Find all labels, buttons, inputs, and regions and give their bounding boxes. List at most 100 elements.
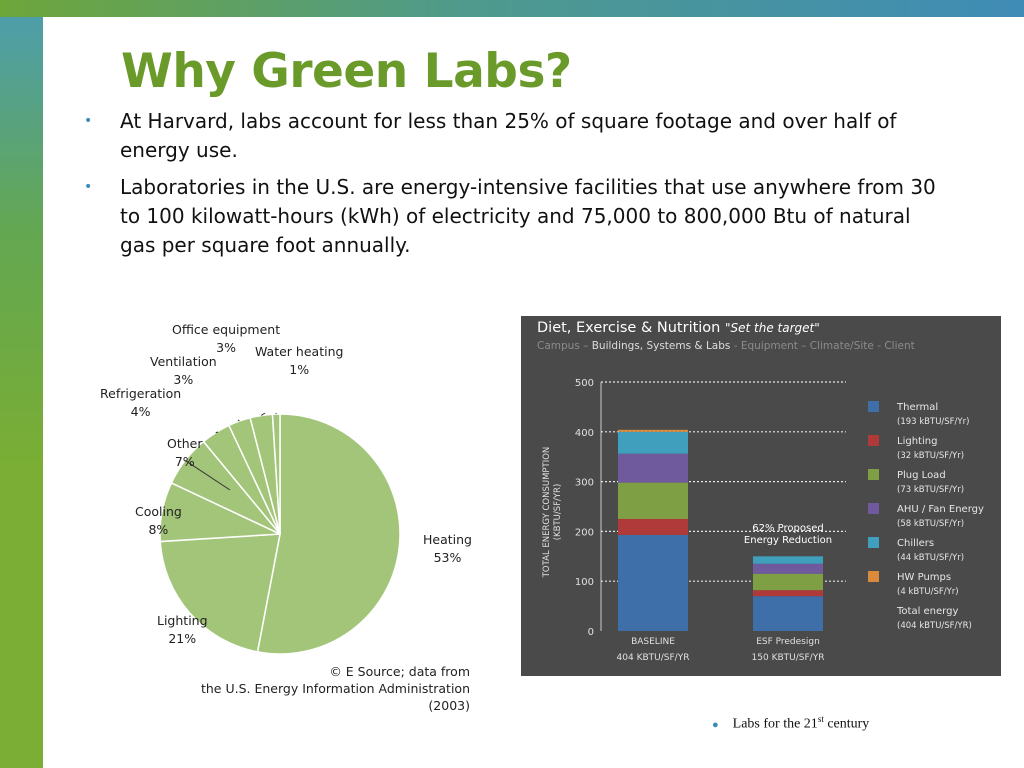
bar-sub-highlight: Buildings, Systems & Labs xyxy=(591,340,731,352)
pie-leader-line xyxy=(184,460,231,491)
footer-tail: century xyxy=(823,716,870,732)
pie-leader-line xyxy=(260,412,266,416)
legend-label: Thermal xyxy=(896,402,938,413)
pie-label-value: 3% xyxy=(173,372,194,387)
bar-segment-lighting xyxy=(753,590,823,597)
bar-segment-ahu-fan-energy xyxy=(753,563,823,574)
pie-credit-line: © E Source; data from xyxy=(329,664,470,679)
pie-label-name: Cooling xyxy=(135,504,182,519)
pie-label-name: Refrigeration xyxy=(100,386,182,401)
pie-label: Heating 53% xyxy=(423,531,472,567)
bar-segment-thermal xyxy=(753,596,823,631)
pie-label-name: Ventilation xyxy=(150,354,217,369)
bar-sub-post: - Equipment – Climate/Site - Client xyxy=(730,340,915,352)
legend-label: HW Pumps xyxy=(897,572,951,583)
bar-segment-plug-load xyxy=(618,482,688,519)
bar-chart-subtitle: Campus – Buildings, Systems & Labs - Equ… xyxy=(537,340,915,352)
legend-swatch xyxy=(868,435,879,446)
pie-slice-lighting xyxy=(159,533,281,653)
pie-label-value: 1% xyxy=(289,362,310,377)
legend-sublabel: (44 kBTU/SF/Yr) xyxy=(897,553,964,563)
bar-chart-quote: "Set the target" xyxy=(724,321,820,335)
bar-segment-chillers xyxy=(753,556,823,564)
bar-chart-panel: 0 100 200 300 400 500 TOTAL ENERGY CONSUMPTION… xyxy=(521,316,1001,676)
bar-segment-chillers xyxy=(618,431,688,454)
legend-swatch xyxy=(868,537,879,548)
bar-sub-pre: Campus – xyxy=(537,340,592,352)
bar-segment-hw-pumps xyxy=(618,429,688,432)
pie-chart-svg xyxy=(159,412,401,655)
x-category-label: ESF Predesign xyxy=(756,637,820,647)
slide-title: Why Green Labs? xyxy=(121,44,572,99)
legend-sublabel: (4 kBTU/SF/Yr) xyxy=(897,587,959,597)
legend-total-label: Total energy xyxy=(896,606,958,617)
legend-total-sublabel: (404 kBTU/SF/YR) xyxy=(897,621,972,631)
pie-label: Ventilation 3% xyxy=(150,353,217,389)
bullet-icon: • xyxy=(84,179,93,195)
pie-credit: © E Source; data from the U.S. Energy In… xyxy=(193,663,470,714)
chart-annotation: Energy Reduction xyxy=(744,535,832,546)
legend-sublabel: (32 kBTU/SF/Yr) xyxy=(897,451,964,461)
y-axis-label: TOTAL ENERGY CONSUMPTION(KBTU/SF/YR) xyxy=(542,447,563,579)
bullet-item: • At Harvard, labs account for less than … xyxy=(84,107,944,165)
bar-segment-lighting xyxy=(618,518,688,535)
pie-label-name: Lighting xyxy=(157,613,208,628)
footer-text: Labs for the 21 xyxy=(732,716,818,732)
footer-bullet: ● Labs for the 21st century xyxy=(712,714,869,733)
pie-credit-line: the U.S. Energy Information Administrati… xyxy=(200,681,470,713)
pie-label-value: 3% xyxy=(216,340,236,355)
legend-label: Chillers xyxy=(897,538,934,549)
bullet-icon: ● xyxy=(712,718,719,731)
pie-chart: Heating 53% Lighting 21% Cooling 8% Other 7% Ref… xyxy=(90,315,472,713)
y-tick-label: 100 xyxy=(575,577,594,588)
y-tick-label: 0 xyxy=(588,627,594,638)
bullet-item: • Laboratories in the U.S. are energy-int… xyxy=(84,173,944,260)
legend-label: Lighting xyxy=(897,436,937,447)
legend-swatch xyxy=(868,571,879,582)
bar-chart-svg: 0 100 200 300 400 500 TOTAL ENERGY CONSUMPTION… xyxy=(542,378,984,663)
bar-chart-title: Diet, Exercise & Nutrition "Set the targ… xyxy=(537,320,820,336)
pie-label-value: 4% xyxy=(130,404,151,419)
bar-segment-plug-load xyxy=(753,573,823,591)
pie-label-name: Heating xyxy=(423,532,472,547)
pie-label: Water heating 1% xyxy=(255,343,343,379)
pie-label: Other 7% xyxy=(167,435,203,471)
y-tick-label: 300 xyxy=(575,478,594,489)
legend-sublabel: (58 kBTU/SF/Yr) xyxy=(897,519,964,529)
footer-sup: st xyxy=(817,714,824,724)
legend-swatch xyxy=(868,503,879,514)
legend-label: AHU / Fan Energy xyxy=(897,504,984,515)
pie-label: Lighting 21% xyxy=(157,612,208,648)
top-accent-bar xyxy=(0,0,1024,17)
x-category-sublabel: 150 KBTU/SF/YR xyxy=(752,653,825,663)
pie-slice-heating xyxy=(256,413,401,655)
bar-segment-ahu-fan-energy xyxy=(618,453,688,483)
pie-label: Cooling 8% xyxy=(135,503,182,539)
pie-label-value: 21% xyxy=(168,631,197,646)
pie-label-name: Water heating xyxy=(255,344,344,359)
pie-label: Office equipment 3% xyxy=(172,321,280,357)
pie-label: Refrigeration 4% xyxy=(100,385,181,421)
bullet-icon: • xyxy=(84,113,93,129)
pie-leader-line xyxy=(215,431,219,434)
pie-label-name: Other xyxy=(167,436,203,451)
bullet-list: • At Harvard, labs account for less than … xyxy=(84,107,944,268)
chart-annotation: 62% Proposed xyxy=(752,523,823,534)
pie-label-value: 53% xyxy=(433,550,462,565)
bar-chart-title-text: Diet, Exercise & Nutrition xyxy=(537,320,721,336)
legend-sublabel: (193 kBTU/SF/Yr) xyxy=(897,417,969,427)
pie-leader-line xyxy=(237,419,240,422)
bullet-text: At Harvard, labs account for less than 2… xyxy=(120,109,897,162)
pie-label-value: 8% xyxy=(148,522,169,537)
pie-label-name: Office equipment xyxy=(172,322,281,337)
left-accent-bar xyxy=(0,17,43,768)
bullet-text: Laboratories in the U.S. are energy-inte… xyxy=(120,175,936,257)
legend-swatch xyxy=(868,401,879,412)
legend-label: Plug Load xyxy=(897,470,946,481)
legend-swatch xyxy=(868,469,879,480)
y-tick-label: 500 xyxy=(575,378,594,389)
pie-label-value: 7% xyxy=(174,454,195,469)
x-category-sublabel: 404 KBTU/SF/YR xyxy=(617,653,690,663)
y-tick-label: 200 xyxy=(575,527,594,538)
y-tick-label: 400 xyxy=(575,428,594,439)
